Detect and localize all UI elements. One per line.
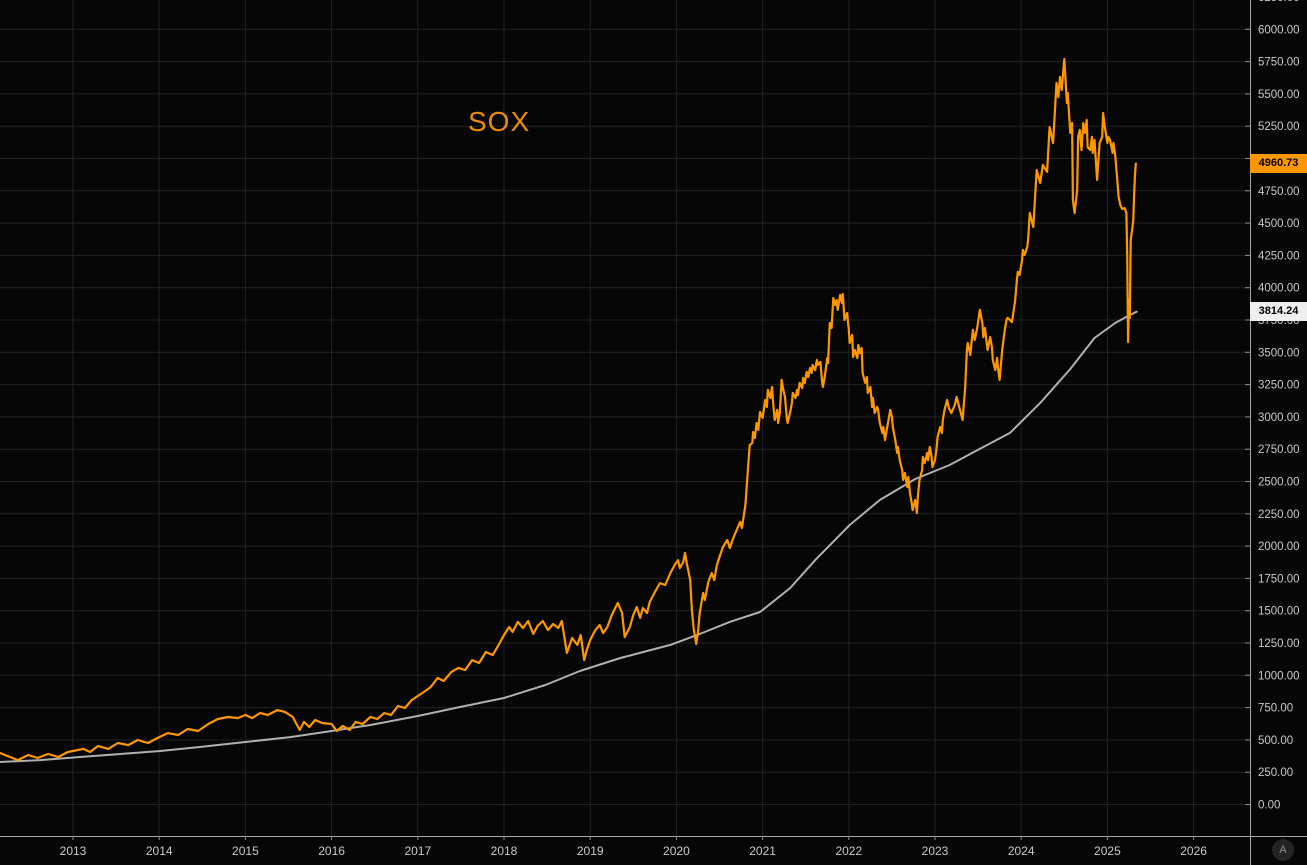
svg-text:2021: 2021 <box>749 844 776 858</box>
svg-text:1250.00: 1250.00 <box>1258 638 1300 650</box>
svg-text:2024: 2024 <box>1008 844 1035 858</box>
svg-text:5250.00: 5250.00 <box>1258 121 1300 133</box>
x-axis-labels: 2013 2014 2015 2016 2017 2018 2019 2020 2021 2022… <box>60 836 1207 858</box>
svg-text:6250.00: 6250.00 <box>1258 0 1300 4</box>
svg-text:2500.00: 2500.00 <box>1258 477 1300 489</box>
svg-text:1000.00: 1000.00 <box>1258 670 1300 682</box>
ma-last-price-label: 3814.24 <box>1250 302 1307 321</box>
svg-text:4000.00: 4000.00 <box>1258 283 1300 295</box>
svg-text:2026: 2026 <box>1180 844 1207 858</box>
svg-text:500.00: 500.00 <box>1258 735 1293 747</box>
svg-text:2018: 2018 <box>491 844 518 858</box>
svg-text:5750.00: 5750.00 <box>1258 57 1300 69</box>
svg-text:250.00: 250.00 <box>1258 767 1293 779</box>
svg-text:750.00: 750.00 <box>1258 703 1293 715</box>
svg-text:2016: 2016 <box>318 844 345 858</box>
svg-text:6000.00: 6000.00 <box>1258 24 1300 36</box>
svg-text:1750.00: 1750.00 <box>1258 573 1300 585</box>
svg-text:2013: 2013 <box>60 844 87 858</box>
sox-last-price-label: 4960.73 <box>1250 154 1307 173</box>
time-axis[interactable] <box>0 837 1250 865</box>
svg-text:3250.00: 3250.00 <box>1258 380 1300 392</box>
svg-text:2750.00: 2750.00 <box>1258 444 1300 456</box>
horizontal-gridlines <box>0 28 1250 805</box>
svg-text:2015: 2015 <box>232 844 259 858</box>
svg-text:4250.00: 4250.00 <box>1258 250 1300 262</box>
svg-text:2025: 2025 <box>1094 844 1121 858</box>
svg-text:3500.00: 3500.00 <box>1258 347 1300 359</box>
sox-line[interactable] <box>0 57 1137 762</box>
auto-scale-button[interactable]: A <box>1272 839 1294 861</box>
symbol-watermark: SOX <box>468 106 531 137</box>
svg-text:2023: 2023 <box>922 844 949 858</box>
svg-text:2022: 2022 <box>835 844 862 858</box>
svg-text:2014: 2014 <box>146 844 173 858</box>
svg-text:4750.00: 4750.00 <box>1258 186 1300 198</box>
svg-text:2000.00: 2000.00 <box>1258 541 1300 553</box>
price-axis[interactable] <box>1251 0 1307 836</box>
svg-text:3000.00: 3000.00 <box>1258 412 1300 424</box>
svg-text:2020: 2020 <box>663 844 690 858</box>
svg-text:1500.00: 1500.00 <box>1258 606 1300 618</box>
svg-text:5500.00: 5500.00 <box>1258 89 1300 101</box>
svg-text:2250.00: 2250.00 <box>1258 509 1300 521</box>
y-axis-labels: 6250.006000.005750.005500.005250.005000.… <box>1245 0 1300 812</box>
svg-text:0.00: 0.00 <box>1258 800 1280 812</box>
svg-text:4500.00: 4500.00 <box>1258 218 1300 230</box>
svg-text:2019: 2019 <box>577 844 604 858</box>
ma-line[interactable] <box>0 310 1138 763</box>
svg-text:2017: 2017 <box>404 844 431 858</box>
